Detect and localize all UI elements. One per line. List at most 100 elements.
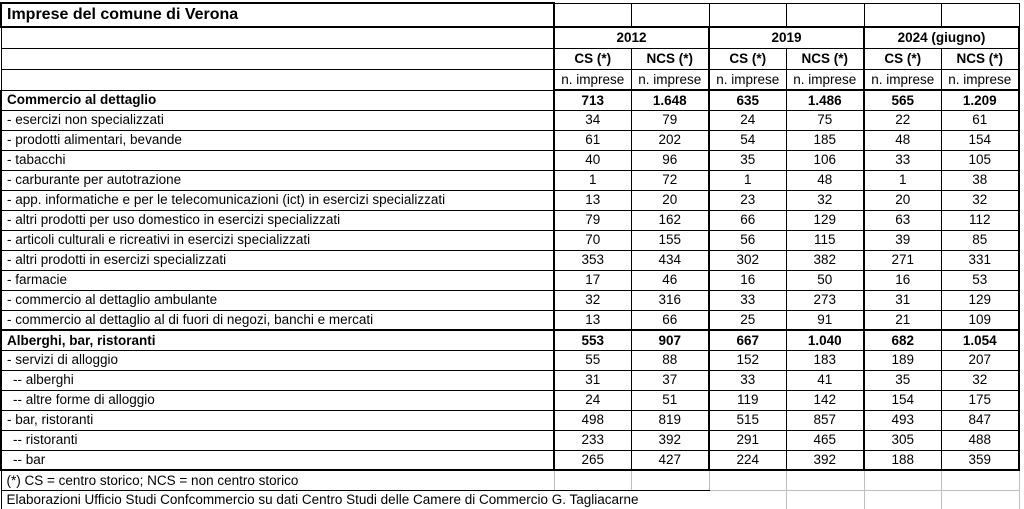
row-label: - altri prodotti in esercizi specializza…	[0, 249, 555, 271]
cell-value: 185	[785, 129, 865, 151]
cell-value: 53	[940, 269, 1020, 291]
cell-value: 331	[940, 249, 1020, 271]
cell-value: 50	[785, 269, 865, 291]
empty-cell	[708, 2, 787, 28]
cell-value: 175	[940, 389, 1020, 411]
cell-value: 207	[940, 349, 1020, 371]
cell-value: 24	[708, 109, 787, 131]
empty-cell	[940, 2, 1020, 28]
cell-value: 498	[553, 409, 632, 431]
row-label: -- altre forme di alloggio	[0, 389, 555, 411]
cell-value: 46	[630, 269, 710, 291]
cell-value: 48	[785, 169, 865, 191]
cell-value: 188	[863, 449, 942, 471]
cell-value: 72	[630, 169, 710, 191]
cell-value: 21	[863, 309, 942, 331]
cell-value: 189	[863, 349, 942, 371]
year-header-row: 2012 2019 2024 (giugno)	[0, 26, 1020, 49]
cell-value: 155	[630, 229, 710, 251]
table-row: -- bar 265 427 224 392 188 359	[0, 449, 1020, 471]
cell-value: 56	[708, 229, 787, 251]
table-row: - commercio al dettaglio al di fuori di …	[0, 309, 1020, 331]
cell-value: 32	[940, 369, 1020, 391]
cell-value: 1.486	[785, 89, 865, 111]
empty-cell	[940, 470, 1020, 491]
cell-value: 109	[940, 309, 1020, 331]
cell-value: 112	[940, 209, 1020, 231]
empty-cell	[630, 470, 709, 491]
table-row: - altri prodotti per uso domestico in es…	[0, 209, 1020, 231]
cell-value: 682	[863, 329, 942, 351]
cell-value: 35	[708, 149, 787, 171]
footnote: (*) CS = centro storico; NCS = non centr…	[0, 470, 554, 491]
table-row: - farmacie 17 46 16 50 16 53	[0, 269, 1020, 291]
cell-value: 20	[863, 189, 942, 211]
row-label: Commercio al dettaglio	[0, 89, 555, 111]
cell-value: 63	[863, 209, 942, 231]
cell-value: 55	[553, 349, 632, 371]
col-header-cs: CS (*)	[553, 47, 632, 70]
cell-value: 233	[553, 429, 632, 451]
cell-value: 33	[708, 369, 787, 391]
cell-value: 85	[940, 229, 1020, 251]
cell-value: 553	[553, 329, 632, 351]
cell-value: 1	[708, 169, 787, 191]
cell-value: 353	[553, 249, 632, 271]
cell-value: 70	[553, 229, 632, 251]
cell-value: 271	[863, 249, 942, 271]
col-header-ncs: NCS (*)	[785, 47, 865, 70]
cell-value: 152	[708, 349, 787, 371]
cs-ncs-header-row: CS (*) NCS (*) CS (*) NCS (*) CS (*) NCS…	[0, 47, 1020, 70]
cell-value: 22	[863, 109, 942, 131]
row-label: - farmacie	[0, 269, 555, 291]
cell-value: 32	[785, 189, 865, 211]
row-label: -- ristoranti	[0, 429, 555, 451]
cell-value: 1	[863, 169, 942, 191]
table-row: - esercizi non specializzati 34 79 24 75 22 61	[0, 109, 1020, 131]
row-label: -- bar	[0, 449, 555, 471]
unit-label: n. imprese	[785, 68, 865, 91]
cell-value: 66	[630, 309, 710, 331]
row-label: - servizi di alloggio	[0, 349, 555, 371]
row-label: - app. informatiche e per le telecomunic…	[0, 189, 555, 211]
cell-value: 40	[553, 149, 632, 171]
cell-value: 31	[863, 289, 942, 311]
cell-value: 434	[630, 249, 710, 271]
cell-value: 224	[708, 449, 787, 471]
table-row: - app. informatiche e per le telecomunic…	[0, 189, 1020, 211]
cell-value: 25	[708, 309, 787, 331]
cell-value: 316	[630, 289, 710, 311]
cell-value: 41	[785, 369, 865, 391]
year-header-2012: 2012	[553, 26, 710, 49]
source-row: Elaborazioni Ufficio Studi Confcommercio…	[0, 490, 1020, 509]
cell-value: 273	[785, 289, 865, 311]
empty-cell	[0, 47, 555, 70]
cell-value: 96	[630, 149, 710, 171]
empty-cell	[630, 2, 710, 28]
empty-cell	[785, 2, 865, 28]
cell-value: 359	[940, 449, 1020, 471]
cell-value: 35	[863, 369, 942, 391]
empty-cell	[553, 2, 632, 28]
cell-value: 202	[630, 129, 710, 151]
cell-value: 17	[553, 269, 632, 291]
cell-value: 857	[785, 409, 865, 431]
cell-value: 88	[630, 349, 710, 371]
empty-cell	[863, 2, 942, 28]
cell-value: 32	[553, 289, 632, 311]
unit-label: n. imprese	[863, 68, 942, 91]
cell-value: 16	[863, 269, 942, 291]
cell-value: 66	[708, 209, 787, 231]
cell-value: 382	[785, 249, 865, 271]
row-label: - prodotti alimentari, bevande	[0, 129, 555, 151]
cell-value: 115	[785, 229, 865, 251]
col-header-cs: CS (*)	[863, 47, 942, 70]
cell-value: 37	[630, 369, 710, 391]
unit-label: n. imprese	[630, 68, 710, 91]
cell-value: 142	[785, 389, 865, 411]
title-row: Imprese del comune di Verona	[0, 2, 1020, 28]
cell-value: 54	[708, 129, 787, 151]
cell-value: 1.648	[630, 89, 710, 111]
